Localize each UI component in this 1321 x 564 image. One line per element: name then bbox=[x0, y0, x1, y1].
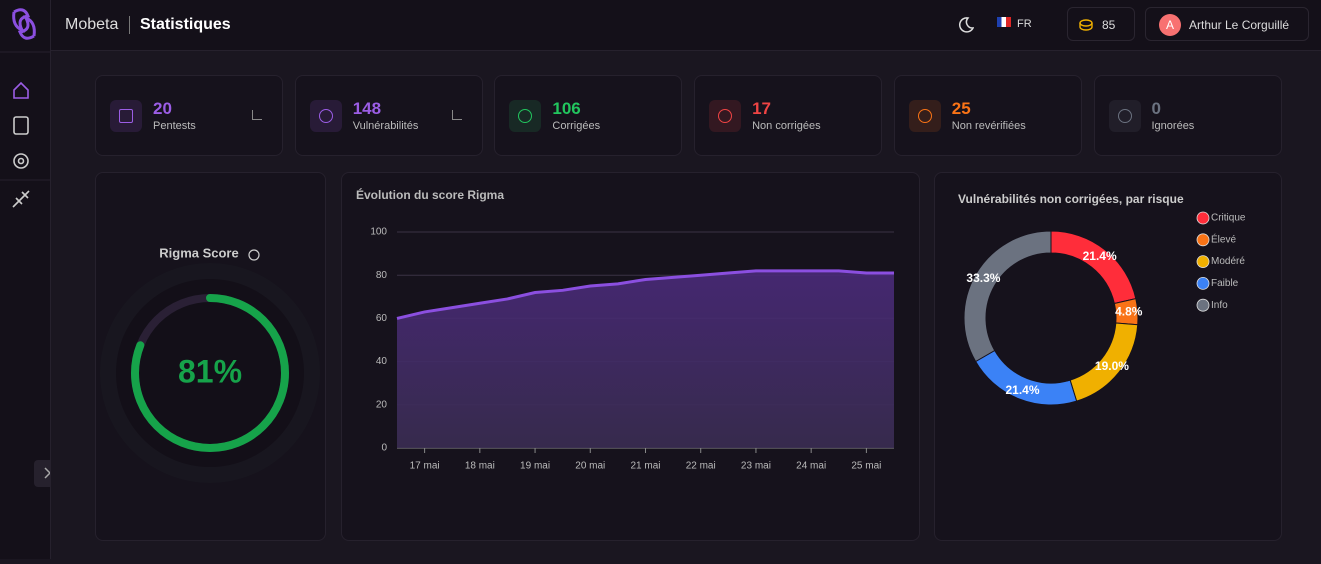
stat-glyph bbox=[1117, 109, 1132, 123]
external-link[interactable] bbox=[252, 110, 262, 120]
stat-label: Non revérifiées bbox=[951, 120, 1026, 132]
stat-value: 25 bbox=[951, 99, 971, 118]
stat-glyph bbox=[917, 109, 932, 123]
stat-icon bbox=[509, 100, 542, 132]
stat-icon bbox=[908, 100, 941, 132]
stat-label: Non corrigées bbox=[752, 120, 821, 132]
stat-icon bbox=[309, 100, 342, 132]
language[interactable]: FR bbox=[1017, 18, 1032, 30]
line-panel bbox=[341, 172, 920, 541]
stat-glyph bbox=[119, 109, 133, 123]
page-title: Statistiques bbox=[140, 16, 231, 33]
stat-card[interactable]: 17 Non corrigées bbox=[694, 75, 883, 156]
logo[interactable] bbox=[12, 8, 36, 40]
stat-glyph bbox=[518, 109, 533, 123]
stat-glyph bbox=[318, 109, 333, 123]
stat-card[interactable]: 0 Ignorées bbox=[1093, 75, 1282, 156]
topbar: Mobeta Statistiques FR 85 A Arthur Le Co… bbox=[51, 0, 1321, 51]
pentest-icon[interactable] bbox=[13, 116, 29, 135]
stat-value: 17 bbox=[752, 99, 772, 118]
stat-label: Ignorées bbox=[1151, 120, 1195, 132]
gauge-panel bbox=[95, 172, 326, 541]
stat-value: 148 bbox=[352, 99, 382, 118]
pie-panel bbox=[934, 172, 1282, 541]
external-link[interactable] bbox=[451, 110, 462, 120]
stat-value: 106 bbox=[552, 99, 581, 118]
sidebar-icons bbox=[0, 8, 60, 487]
target-icon[interactable] bbox=[13, 153, 29, 169]
stat-glyph bbox=[718, 109, 733, 123]
flag bbox=[997, 17, 1011, 27]
stat-icon bbox=[1108, 100, 1141, 132]
home-icon[interactable] bbox=[13, 81, 29, 99]
stat-icon bbox=[709, 100, 742, 132]
stat-card[interactable]: 25 Non revérifiées bbox=[893, 75, 1082, 156]
brand: Mobeta bbox=[65, 16, 119, 33]
stat-card[interactable]: 106 Corrigées bbox=[494, 75, 683, 156]
plugin-icon[interactable] bbox=[12, 190, 30, 208]
stat-icon bbox=[110, 100, 142, 132]
stat-label: Vulnérabilités bbox=[352, 120, 419, 132]
stat-card[interactable]: 20 Pentests bbox=[95, 75, 283, 156]
theme-toggle[interactable] bbox=[956, 16, 974, 34]
expand-button[interactable] bbox=[34, 460, 60, 487]
credits-box[interactable]: 85 bbox=[1067, 7, 1135, 41]
stat-label: Corrigées bbox=[552, 120, 601, 132]
stat-card[interactable]: 148 Vulnérabilités bbox=[294, 75, 483, 156]
user-name: Arthur Le Corguillé bbox=[1189, 18, 1290, 32]
credits: 85 bbox=[1102, 18, 1116, 32]
stat-label: Pentests bbox=[153, 120, 196, 132]
user-box[interactable]: A Arthur Le Corguillé bbox=[1145, 7, 1309, 41]
sidebar bbox=[0, 0, 60, 559]
stat-value: 0 bbox=[1151, 99, 1161, 118]
stat-value: 20 bbox=[153, 99, 172, 118]
divider bbox=[129, 16, 130, 34]
avatar: A bbox=[1159, 14, 1181, 36]
